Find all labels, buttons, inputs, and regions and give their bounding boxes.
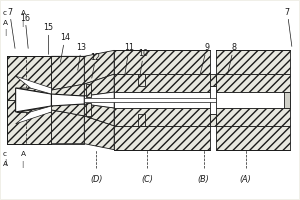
Polygon shape [52, 94, 84, 106]
Text: |: | [4, 29, 7, 36]
Text: 15: 15 [44, 23, 53, 54]
Polygon shape [52, 104, 84, 116]
Text: 7: 7 [285, 8, 292, 46]
Text: (C): (C) [141, 175, 153, 184]
Bar [210, 114, 216, 126]
Polygon shape [84, 50, 114, 84]
Polygon shape [84, 92, 114, 108]
Bar [138, 114, 145, 126]
Text: (D): (D) [90, 175, 102, 184]
Polygon shape [114, 74, 210, 92]
Bar [86, 84, 91, 97]
Bar [138, 74, 145, 86]
Text: |: | [21, 20, 23, 27]
Text: 16: 16 [20, 14, 30, 48]
Text: A: A [21, 10, 26, 16]
Text: 8: 8 [228, 43, 236, 74]
Polygon shape [52, 84, 84, 96]
Text: |: | [21, 161, 23, 168]
Bar [114, 92, 210, 108]
Polygon shape [84, 116, 114, 150]
Text: c: c [3, 151, 7, 157]
Text: 14: 14 [60, 33, 70, 62]
Text: (B): (B) [198, 175, 210, 184]
Polygon shape [16, 88, 52, 94]
Text: A: A [3, 20, 8, 26]
Text: 12: 12 [91, 53, 101, 78]
Polygon shape [216, 126, 290, 150]
Bar [210, 74, 216, 86]
Bar [86, 103, 91, 116]
Bar [216, 92, 290, 108]
Polygon shape [16, 106, 52, 112]
Polygon shape [7, 100, 52, 144]
Bar [84, 98, 216, 102]
Text: 9: 9 [200, 43, 209, 74]
Polygon shape [7, 56, 52, 100]
Polygon shape [16, 76, 52, 94]
Text: 7: 7 [7, 8, 15, 48]
Polygon shape [16, 106, 52, 124]
Polygon shape [114, 126, 210, 150]
Polygon shape [216, 108, 290, 126]
Text: |: | [4, 159, 7, 166]
Polygon shape [84, 74, 114, 96]
Polygon shape [52, 110, 84, 144]
Polygon shape [114, 50, 210, 74]
Polygon shape [16, 88, 52, 112]
Text: 11: 11 [124, 43, 134, 76]
Text: A: A [3, 161, 8, 167]
Text: c: c [3, 10, 7, 16]
Polygon shape [114, 108, 210, 126]
Text: A: A [21, 151, 26, 157]
Text: 10: 10 [138, 49, 148, 78]
Text: (A): (A) [240, 175, 251, 184]
Text: 13: 13 [76, 43, 86, 70]
Polygon shape [284, 92, 290, 108]
Polygon shape [216, 50, 290, 74]
Polygon shape [84, 104, 114, 126]
Polygon shape [52, 56, 84, 90]
Polygon shape [216, 74, 290, 92]
